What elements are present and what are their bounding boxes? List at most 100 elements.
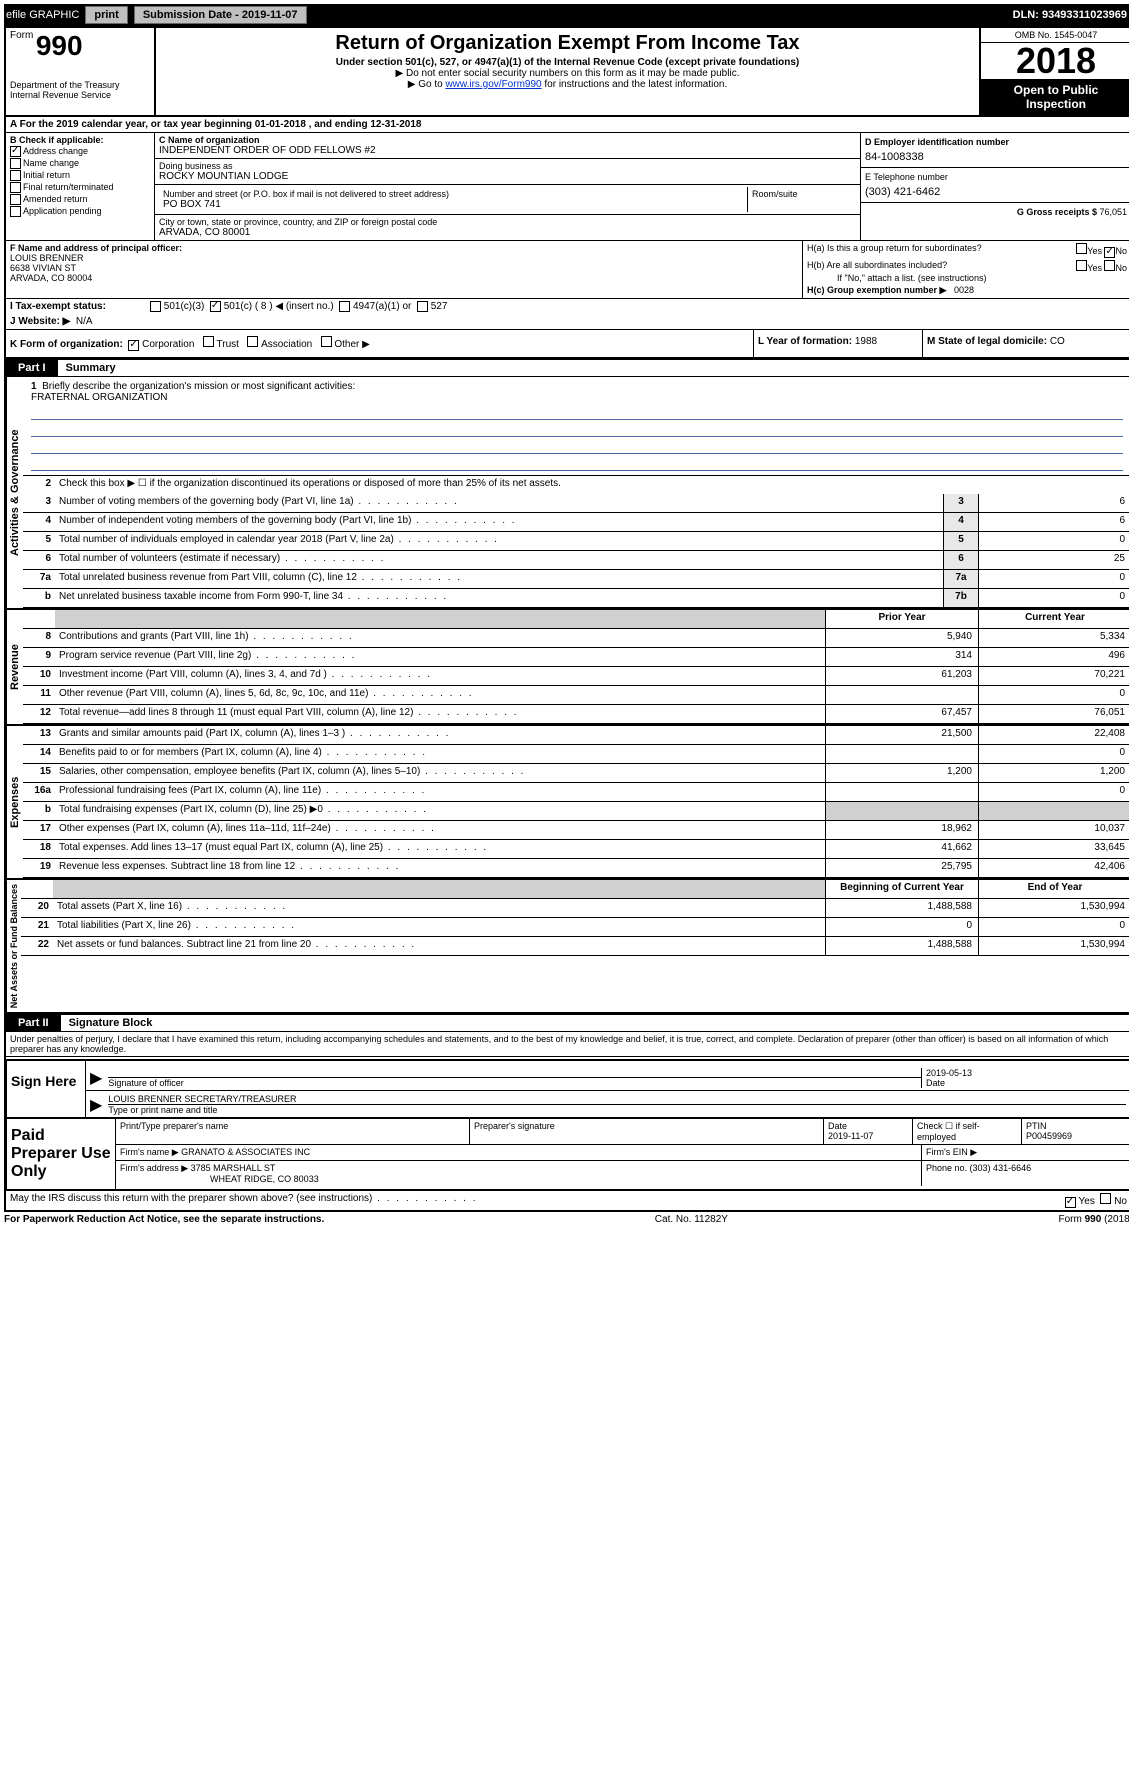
cb-address-change[interactable] bbox=[10, 146, 21, 157]
tax-year: 2018 bbox=[981, 43, 1129, 79]
cb-hb-no[interactable] bbox=[1104, 260, 1115, 271]
form-prefix: Form bbox=[10, 30, 33, 41]
cb-discuss-yes[interactable] bbox=[1065, 1197, 1076, 1208]
firm-name: GRANATO & ASSOCIATES INC bbox=[181, 1147, 310, 1157]
klm-row: K Form of organization: Corporation Trus… bbox=[6, 330, 1129, 359]
cb-name-change[interactable] bbox=[10, 158, 21, 169]
table-row: 15Salaries, other compensation, employee… bbox=[23, 764, 1129, 783]
cb-initial-return[interactable] bbox=[10, 170, 21, 181]
cb-corp[interactable] bbox=[128, 340, 139, 351]
table-row: 14Benefits paid to or for members (Part … bbox=[23, 745, 1129, 764]
firm-phone: (303) 431-6646 bbox=[970, 1163, 1032, 1173]
i-label: I Tax-exempt status: bbox=[10, 301, 150, 312]
cb-501c[interactable] bbox=[210, 301, 221, 312]
j-row: J Website: ▶ N/A bbox=[6, 314, 1129, 330]
net-label: Net Assets or Fund Balances bbox=[6, 880, 21, 1012]
form-id-block: Form 990 Department of the Treasury Inte… bbox=[6, 28, 156, 115]
print-button[interactable]: print bbox=[85, 6, 127, 24]
cb-discuss-no[interactable] bbox=[1100, 1193, 1111, 1204]
form-frame: Form 990 Department of the Treasury Inte… bbox=[4, 26, 1129, 1212]
cb-hb-yes[interactable] bbox=[1076, 260, 1087, 271]
cb-final-return[interactable] bbox=[10, 182, 21, 193]
part1-header: Part I Summary bbox=[6, 359, 1129, 377]
table-row: 21Total liabilities (Part X, line 26)00 bbox=[21, 918, 1129, 937]
footer-right: Form 990 (2018) bbox=[1059, 1214, 1129, 1225]
cb-ha-no[interactable] bbox=[1104, 247, 1115, 258]
part2-title: Signature Block bbox=[61, 1015, 161, 1031]
firm-name-label: Firm's name ▶ bbox=[120, 1147, 181, 1157]
cb-trust[interactable] bbox=[203, 336, 214, 347]
form-header: Form 990 Department of the Treasury Inte… bbox=[6, 28, 1129, 117]
footer: For Paperwork Reduction Act Notice, see … bbox=[4, 1212, 1129, 1227]
sign-here-section: Sign Here ▶ Signature of officer 2019-05… bbox=[6, 1059, 1129, 1118]
cb-4947[interactable] bbox=[339, 301, 350, 312]
f-officer: F Name and address of principal officer:… bbox=[6, 241, 803, 298]
ein: 84-1008338 bbox=[865, 151, 1127, 163]
officer-printed: LOUIS BRENNER SECRETARY/TREASURER bbox=[108, 1094, 1126, 1105]
m-label: M State of legal domicile: bbox=[927, 336, 1050, 347]
cb-other[interactable] bbox=[321, 336, 332, 347]
f-label: F Name and address of principal officer: bbox=[10, 243, 798, 253]
officer-city: ARVADA, CO 80004 bbox=[10, 273, 798, 283]
k-col: K Form of organization: Corporation Trus… bbox=[6, 330, 754, 357]
cb-assoc[interactable] bbox=[247, 336, 258, 347]
table-row: bNet unrelated business taxable income f… bbox=[23, 589, 1129, 608]
form-note-2: ▶ Go to www.irs.gov/Form990 for instruct… bbox=[164, 79, 971, 90]
section-b: B Check if applicable: Address change Na… bbox=[6, 133, 1129, 241]
phone: (303) 421-6462 bbox=[865, 186, 1127, 198]
mission-block: 1 Briefly describe the organization's mi… bbox=[23, 377, 1129, 476]
g-label: G Gross receipts $ bbox=[1017, 207, 1100, 217]
org-dba: ROCKY MOUNTIAN LODGE bbox=[159, 171, 856, 182]
discuss-row: May the IRS discuss this return with the… bbox=[6, 1190, 1129, 1210]
cb-application-pending[interactable] bbox=[10, 206, 21, 217]
addr-label: Number and street (or P.O. box if mail i… bbox=[163, 189, 743, 199]
m-col: M State of legal domicile: CO bbox=[923, 330, 1129, 357]
table-row: 5Total number of individuals employed in… bbox=[23, 532, 1129, 551]
hc-val: 0028 bbox=[954, 285, 974, 295]
preparer-date-label: Date bbox=[828, 1121, 908, 1131]
hb-note: If "No," attach a list. (see instruction… bbox=[807, 273, 1127, 283]
part1-title: Summary bbox=[58, 360, 124, 376]
sig-arrow-icon: ▶ bbox=[90, 1068, 108, 1088]
table-row: 19Revenue less expenses. Subtract line 1… bbox=[23, 859, 1129, 878]
table-row: 20Total assets (Part X, line 16)1,488,58… bbox=[21, 899, 1129, 918]
begin-year-header: Beginning of Current Year bbox=[825, 880, 978, 898]
ha-label: H(a) Is this a group return for subordin… bbox=[807, 243, 982, 258]
cb-ha z[interactable] bbox=[1076, 243, 1087, 254]
year-formation: 1988 bbox=[855, 336, 877, 347]
i-row: I Tax-exempt status: 501(c)(3) 501(c) ( … bbox=[6, 299, 1129, 314]
submission-date: Submission Date - 2019-11-07 bbox=[134, 6, 307, 24]
city-label: City or town, state or province, country… bbox=[159, 217, 856, 227]
check-applicable: B Check if applicable: Address change Na… bbox=[6, 133, 155, 240]
k-label: K Form of organization: bbox=[10, 339, 123, 350]
table-row: 16aProfessional fundraising fees (Part I… bbox=[23, 783, 1129, 802]
open-public-badge: Open to Public Inspection bbox=[981, 79, 1129, 115]
l-label: L Year of formation: bbox=[758, 336, 855, 347]
right-info: D Employer identification number 84-1008… bbox=[860, 133, 1129, 240]
sig-date: 2019-05-13 bbox=[926, 1068, 1126, 1078]
d-label: D Employer identification number bbox=[865, 137, 1127, 147]
sig-arrow-icon-2: ▶ bbox=[90, 1095, 108, 1115]
cb-amended-return[interactable] bbox=[10, 194, 21, 205]
form990-link[interactable]: www.irs.gov/Form990 bbox=[445, 79, 541, 90]
l-col: L Year of formation: 1988 bbox=[754, 330, 923, 357]
mission-text: FRATERNAL ORGANIZATION bbox=[31, 392, 1123, 403]
footer-left: For Paperwork Reduction Act Notice, see … bbox=[4, 1214, 324, 1225]
c-label: C Name of organization bbox=[159, 135, 856, 145]
current-year-header: Current Year bbox=[978, 610, 1129, 628]
cb-527[interactable] bbox=[417, 301, 428, 312]
date-label: Date bbox=[926, 1078, 1126, 1088]
website: N/A bbox=[76, 316, 93, 327]
officer-street: 6638 VIVIAN ST bbox=[10, 263, 798, 273]
table-row: 6Total number of volunteers (estimate if… bbox=[23, 551, 1129, 570]
governance-label: Activities & Governance bbox=[6, 377, 23, 608]
dba-label: Doing business as bbox=[159, 161, 856, 171]
form-note-1: ▶ Do not enter social security numbers o… bbox=[164, 68, 971, 79]
h-group: H(a) Is this a group return for subordin… bbox=[803, 241, 1129, 298]
org-name: INDEPENDENT ORDER OF ODD FELLOWS #2 bbox=[159, 145, 856, 156]
table-row: 13Grants and similar amounts paid (Part … bbox=[23, 726, 1129, 745]
dept-treasury: Department of the Treasury Internal Reve… bbox=[10, 80, 150, 100]
ptin: P00459969 bbox=[1026, 1131, 1126, 1141]
cb-501c3[interactable] bbox=[150, 301, 161, 312]
j-label: J Website: ▶ bbox=[10, 316, 70, 327]
